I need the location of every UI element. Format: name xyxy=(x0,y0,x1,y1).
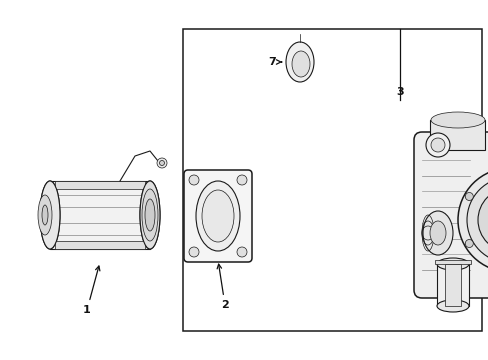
Ellipse shape xyxy=(422,211,452,255)
Ellipse shape xyxy=(142,189,158,241)
Circle shape xyxy=(237,175,246,185)
Text: 1: 1 xyxy=(83,266,100,315)
Ellipse shape xyxy=(430,138,444,152)
Ellipse shape xyxy=(436,300,468,312)
Ellipse shape xyxy=(457,168,488,272)
Ellipse shape xyxy=(40,181,60,249)
Bar xyxy=(50,181,150,249)
Text: 5: 5 xyxy=(0,359,1,360)
Bar xyxy=(183,29,481,331)
Circle shape xyxy=(159,161,164,166)
FancyBboxPatch shape xyxy=(413,132,488,298)
Bar xyxy=(429,120,484,150)
Circle shape xyxy=(465,239,472,248)
Circle shape xyxy=(157,158,167,168)
Bar xyxy=(55,241,145,249)
Bar xyxy=(55,181,145,189)
Circle shape xyxy=(189,175,199,185)
Bar xyxy=(434,260,470,264)
Ellipse shape xyxy=(430,112,484,128)
Ellipse shape xyxy=(196,181,240,251)
Ellipse shape xyxy=(425,133,449,157)
Text: 2: 2 xyxy=(217,264,228,310)
Ellipse shape xyxy=(202,190,234,242)
Ellipse shape xyxy=(291,51,309,77)
Ellipse shape xyxy=(466,177,488,263)
Text: 6: 6 xyxy=(0,359,1,360)
Ellipse shape xyxy=(140,181,160,249)
Ellipse shape xyxy=(42,205,48,225)
Text: 3: 3 xyxy=(395,87,403,97)
Ellipse shape xyxy=(285,42,313,82)
Text: 7: 7 xyxy=(267,57,281,67)
Ellipse shape xyxy=(145,199,155,231)
Ellipse shape xyxy=(429,221,445,245)
Ellipse shape xyxy=(38,195,52,235)
Bar xyxy=(436,264,468,306)
Circle shape xyxy=(465,193,472,201)
Ellipse shape xyxy=(477,188,488,252)
Ellipse shape xyxy=(40,181,60,249)
Ellipse shape xyxy=(436,258,468,270)
Bar xyxy=(444,264,460,306)
Text: 4: 4 xyxy=(0,359,1,360)
FancyBboxPatch shape xyxy=(183,170,251,262)
Ellipse shape xyxy=(140,181,160,249)
Circle shape xyxy=(237,247,246,257)
Circle shape xyxy=(189,247,199,257)
